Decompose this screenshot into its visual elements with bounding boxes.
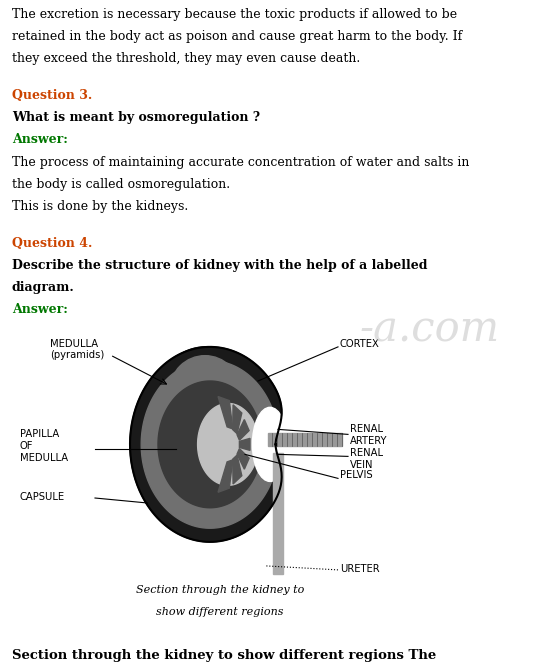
Text: Answer:: Answer:: [12, 134, 68, 146]
Polygon shape: [198, 403, 258, 485]
Polygon shape: [130, 347, 282, 542]
Polygon shape: [237, 419, 249, 440]
Ellipse shape: [170, 356, 240, 426]
Text: diagram.: diagram.: [12, 281, 74, 294]
Polygon shape: [218, 397, 233, 429]
Text: RENAL
VEIN: RENAL VEIN: [350, 448, 383, 470]
Text: Question 4.: Question 4.: [12, 237, 92, 250]
Text: Section through the kidney to show different regions The: Section through the kidney to show diffe…: [12, 649, 436, 662]
Text: Answer:: Answer:: [12, 303, 68, 316]
Text: -a.com: -a.com: [360, 309, 500, 351]
Polygon shape: [233, 455, 242, 484]
Polygon shape: [141, 360, 279, 528]
Text: RENAL
ARTERY: RENAL ARTERY: [350, 424, 388, 446]
Text: they exceed the threshold, they may even cause death.: they exceed the threshold, they may even…: [12, 52, 360, 65]
Polygon shape: [233, 405, 242, 433]
Text: The process of maintaining accurate concentration of water and salts in: The process of maintaining accurate conc…: [12, 156, 469, 168]
Text: PELVIS: PELVIS: [340, 470, 372, 480]
Polygon shape: [240, 438, 250, 450]
Text: MEDULLA
(pyramids): MEDULLA (pyramids): [50, 339, 104, 360]
Polygon shape: [218, 460, 233, 493]
Ellipse shape: [161, 347, 249, 435]
Text: CORTEX: CORTEX: [340, 339, 380, 349]
Text: Question 3.: Question 3.: [12, 89, 92, 102]
Ellipse shape: [253, 407, 288, 481]
Bar: [273, 453, 283, 574]
Bar: [268, 433, 342, 446]
Text: The excretion is necessary because the toxic products if allowed to be: The excretion is necessary because the t…: [12, 8, 457, 21]
Text: the body is called osmoregulation.: the body is called osmoregulation.: [12, 178, 230, 191]
Text: show different regions: show different regions: [156, 607, 284, 617]
Text: PAPILLA
OF
MEDULLA: PAPILLA OF MEDULLA: [20, 429, 68, 462]
Text: URETER: URETER: [340, 564, 380, 574]
Text: What is meant by osmoregulation ?: What is meant by osmoregulation ?: [12, 111, 260, 124]
Text: Section through the kidney to: Section through the kidney to: [136, 585, 304, 595]
Polygon shape: [237, 449, 249, 469]
Text: This is done by the kidneys.: This is done by the kidneys.: [12, 200, 188, 213]
Polygon shape: [158, 381, 262, 508]
Text: CAPSULE: CAPSULE: [20, 492, 65, 502]
Text: Describe the structure of kidney with the help of a labelled: Describe the structure of kidney with th…: [12, 259, 427, 272]
Text: retained in the body act as poison and cause great harm to the body. If: retained in the body act as poison and c…: [12, 30, 462, 43]
